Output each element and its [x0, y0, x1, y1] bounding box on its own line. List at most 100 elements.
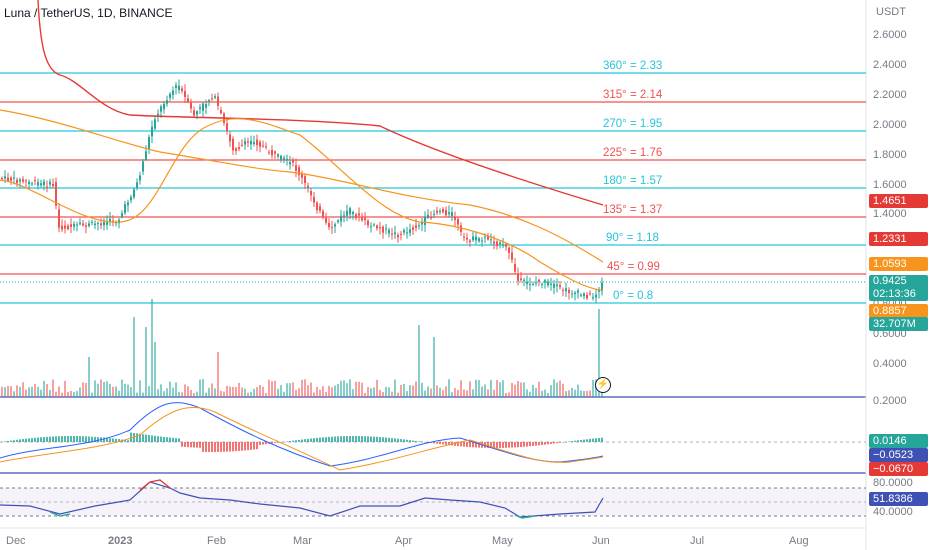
candle-body [13, 177, 15, 179]
candle-body [391, 233, 393, 235]
volume-bar [46, 384, 48, 397]
lightning-icon[interactable]: ⚡ [595, 377, 611, 393]
volume-bar [1, 386, 3, 397]
macd-histogram-bar [301, 439, 303, 442]
volume-bar [43, 380, 45, 397]
candle-body [250, 140, 252, 145]
macd-histogram-bar [10, 440, 12, 442]
macd-histogram-bar [187, 442, 189, 448]
volume-bar [301, 379, 303, 397]
macd-histogram-bar [448, 442, 450, 446]
macd-histogram-bar [106, 437, 108, 442]
candle-body [154, 119, 156, 129]
volume-bar [205, 392, 207, 397]
macd-histogram-bar [283, 441, 285, 443]
volume-bar [529, 391, 531, 397]
candle-body [361, 217, 363, 221]
candle-body [487, 236, 489, 240]
volume-bar [460, 380, 462, 397]
volume-bar [199, 379, 201, 397]
volume-bar [172, 387, 174, 397]
candle-body [478, 238, 480, 242]
candle-body [436, 210, 438, 213]
volume-bar [289, 383, 291, 397]
volume-bar [34, 383, 36, 397]
candle-body [163, 103, 165, 110]
symbol-title[interactable]: Luna / TetherUS, 1D, BINANCE [4, 6, 173, 20]
volume-bar [358, 381, 360, 397]
volume-bar [274, 380, 276, 397]
candle-body [25, 180, 27, 182]
candle-body [466, 237, 468, 240]
macd-histogram-bar [361, 436, 363, 442]
volume-bar [85, 382, 87, 397]
volume-bar [169, 381, 171, 397]
macd-histogram-bar [580, 439, 582, 442]
candle-body [427, 214, 429, 218]
candle-body [22, 179, 24, 182]
volume-bar [22, 382, 24, 397]
candle-body [529, 283, 531, 285]
rsi-line [0, 481, 604, 518]
macd-histogram-bar [112, 438, 114, 442]
macd-histogram-bar [439, 442, 441, 445]
volume-bar [445, 386, 447, 397]
candle-body [445, 210, 447, 216]
rsi-pane [0, 479, 604, 519]
candle-body [76, 224, 78, 226]
volume-bar [598, 309, 600, 397]
fib-level-label: 90° = 1.18 [606, 232, 659, 244]
macd-histogram-bar [364, 436, 366, 442]
macd-histogram-bar [154, 435, 156, 442]
volume-bar [241, 387, 243, 397]
volume-bar [4, 387, 6, 397]
candle-body [244, 141, 246, 145]
candle-body [253, 142, 255, 145]
candle-body [598, 289, 600, 292]
candle-body [58, 209, 60, 228]
macd-histogram-bar [19, 439, 21, 442]
macd-histogram-bar [391, 438, 393, 442]
candle-body [235, 148, 237, 151]
volume-bar [100, 379, 102, 397]
volume-bar [223, 391, 225, 397]
volume-bar [436, 385, 438, 397]
candle-body [265, 146, 267, 148]
volume-bar [103, 381, 105, 397]
volume-bar [184, 384, 186, 397]
volume-bar [334, 385, 336, 397]
volume-bar [130, 387, 132, 397]
macd-histogram-bar [526, 442, 528, 447]
candle-body [523, 279, 525, 281]
candle-body [49, 181, 51, 185]
candle-body [28, 181, 30, 184]
candle-body [355, 214, 357, 219]
rsi-overbought-segment [139, 479, 171, 491]
volume-bar [82, 382, 84, 397]
macd-histogram-bar [589, 438, 591, 442]
macd-histogram-bar [346, 436, 348, 442]
macd-histogram-bar [433, 442, 435, 444]
candle-body [190, 102, 192, 109]
volume-bar [133, 317, 135, 397]
macd-histogram-bar [31, 438, 33, 442]
macd-histogram-bar [52, 436, 54, 442]
macd-histogram-bar [145, 434, 147, 442]
macd-histogram-bar [541, 442, 543, 445]
candle-body [238, 147, 240, 149]
volume-bar [94, 380, 96, 397]
macd-histogram-bar [178, 438, 180, 442]
time-axis: Dec 2023 Feb Mar Apr May Jun Jul Aug [6, 535, 809, 547]
macd-histogram-bar [511, 442, 513, 448]
macd-histogram-bar [328, 436, 330, 442]
candle-body [70, 224, 72, 227]
candle-body [418, 225, 420, 227]
macd-histogram-bar [127, 440, 129, 442]
rsi-oversold-segment [514, 514, 536, 519]
candle-body [37, 182, 39, 186]
volume-bar [106, 381, 108, 397]
candle-body [226, 123, 228, 131]
macd-histogram-bar [493, 442, 495, 448]
macd-histogram-bar [460, 442, 462, 447]
